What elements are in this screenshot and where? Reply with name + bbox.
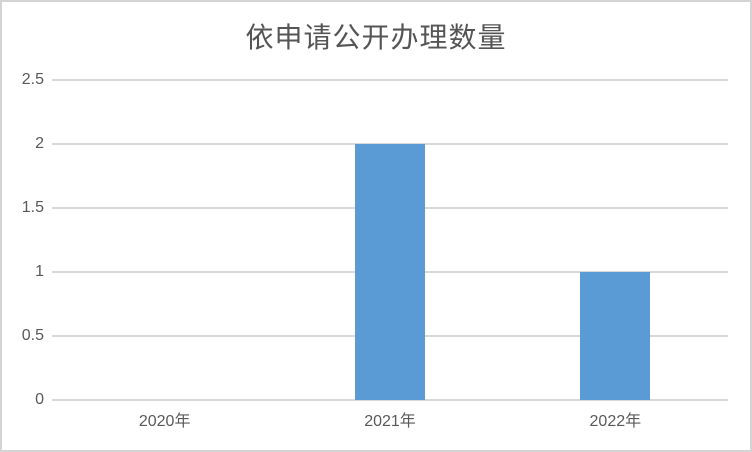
y-tick-label: 1 [35, 263, 44, 280]
y-tick-label: 2.5 [21, 71, 44, 88]
y-axis: 0 0.5 1 1.5 2 2.5 [2, 71, 44, 408]
bar-2021年 [355, 144, 425, 400]
x-category-label: 2022年 [589, 413, 642, 430]
gridline [52, 399, 728, 401]
plot-area [52, 79, 728, 401]
y-tick-label: 2 [35, 135, 44, 152]
gridline [52, 79, 728, 81]
x-axis: 2020年 2021年 2022年 [52, 410, 728, 438]
y-tick-label: 0.5 [21, 327, 44, 344]
x-category-label: 2020年 [138, 413, 191, 430]
x-category-label: 2021年 [364, 413, 416, 430]
bar-2022年 [580, 272, 651, 400]
y-tick-label: 1.5 [21, 199, 44, 216]
chart-title: 依申请公开办理数量 [245, 22, 507, 53]
y-tick-label: 0 [35, 391, 44, 408]
